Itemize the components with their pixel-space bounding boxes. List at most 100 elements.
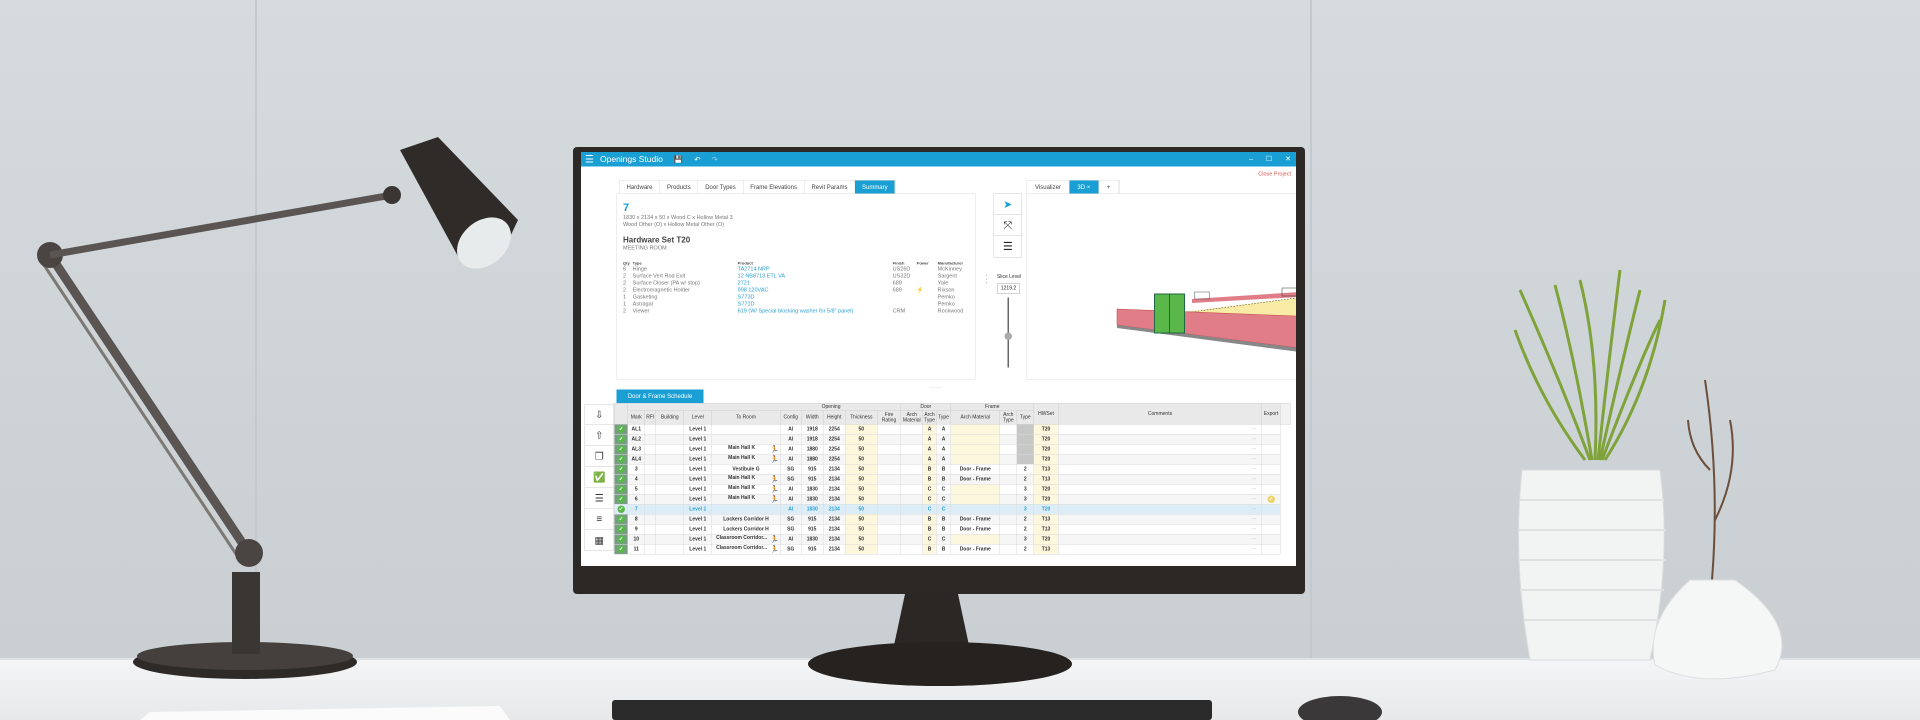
schedule-row[interactable]: ✓ 3 Level 1 Vestibule G SG 915 2134 50 B B Door - … [614,464,1290,475]
cell-rfi[interactable] [644,424,656,435]
cell-width[interactable]: 1830 [801,534,824,545]
tab-frame-elevations[interactable]: Frame Elevations [743,180,805,194]
cell-to-room[interactable]: Classroom Corridor... 🏃 [711,544,781,555]
cell-status[interactable]: ✓ [614,444,628,455]
cell-frame-arch-type[interactable] [999,494,1017,505]
cell-fire-rating[interactable] [877,474,901,485]
cell-to-room[interactable]: Main Hall K 🏃 [711,474,781,485]
cell-width[interactable]: 1830 [801,494,824,505]
cell-door-type[interactable]: B [936,514,951,525]
cell-width[interactable]: 915 [801,474,824,485]
cell-door-arch-material[interactable] [900,504,923,515]
cell-mark[interactable]: 11 [627,544,645,555]
cell-door-arch-material[interactable] [900,454,923,465]
cell-level[interactable]: Level 1 [683,504,712,515]
cell-export[interactable] [1261,434,1281,445]
cell-rfi[interactable] [644,484,656,495]
cell-width[interactable]: 1918 [801,424,824,435]
cell-hwset[interactable]: T20 [1033,424,1059,435]
cell-frame-type[interactable]: 2 [1016,464,1034,475]
tab-hardware[interactable]: Hardware [619,180,661,194]
cell-mark[interactable]: AL4 [627,454,645,465]
col-building[interactable]: Building [655,410,684,425]
cell-frame-arch-material[interactable]: Door - Frame [950,464,1000,475]
import-icon[interactable]: ⇩ [584,404,614,425]
more-icon[interactable]: ··· [1251,466,1257,473]
cell-building[interactable] [655,544,684,555]
cell-frame-type[interactable] [1016,424,1034,435]
cell-frame-arch-type[interactable] [999,434,1017,445]
select-cursor-icon[interactable]: ➤ [994,194,1022,215]
cell-frame-type[interactable]: 3 [1016,484,1034,495]
cell-status[interactable]: ✓ [614,434,628,445]
cell-frame-arch-type[interactable] [999,524,1017,535]
cell-fire-rating[interactable] [877,504,901,515]
cell-height[interactable]: 2254 [823,454,846,465]
col-door-arch-material[interactable]: Arch Material [900,410,923,425]
cell-export[interactable] [1261,514,1281,525]
cell-building[interactable] [655,504,684,515]
cell-fire-rating[interactable] [877,514,901,525]
schedule-row[interactable]: ✓ AL3 Level 1 Main Hall K 🏃 Al 1880 2254 50 A A T20… [614,444,1290,455]
filter-icon[interactable]: ≡ [584,509,614,530]
cell-width[interactable]: 1880 [801,454,824,465]
cell-door-arch-type[interactable]: B [922,514,937,525]
cell-status[interactable]: ✓ [614,544,628,555]
add-tab-button[interactable]: + [1099,180,1119,194]
cell-frame-arch-material[interactable]: Door - Frame [950,544,1000,555]
more-icon[interactable]: ··· [1251,496,1257,503]
cell-to-room[interactable] [711,424,781,435]
cell-status[interactable]: ✓ [614,424,628,435]
cell-rfi[interactable] [644,534,656,545]
cell-door-arch-material[interactable] [900,434,923,445]
cell-comments[interactable]: ··· [1058,444,1262,455]
panel-splitter[interactable]: ··· [931,383,943,391]
cell-thickness[interactable]: 50 [845,514,878,525]
cell-level[interactable]: Level 1 [683,544,712,555]
cell-mark[interactable]: 4 [627,474,645,485]
cell-building[interactable] [655,534,684,545]
cell-building[interactable] [655,484,684,495]
vertical-scrollbar[interactable] [1280,403,1291,425]
cell-export[interactable] [1261,424,1281,435]
tab-door-types[interactable]: Door Types [698,180,744,194]
col-to-room[interactable]: To Room [711,410,781,425]
cell-height[interactable]: 2254 [823,424,846,435]
schedule-row[interactable]: ✓ 7 Level 1 Al 1830 2134 50 C C 3 T20 ··· [614,504,1290,515]
cell-to-room[interactable]: Vestibule G [711,464,781,475]
cell-frame-arch-type[interactable] [999,454,1017,465]
cell-mark[interactable]: 5 [627,484,645,495]
cell-rfi[interactable] [644,454,656,465]
cell-frame-type[interactable]: 3 [1016,504,1034,515]
cell-comments[interactable]: ··· [1058,424,1262,435]
cell-hwset[interactable]: T13 [1033,514,1059,525]
cell-mark[interactable]: 3 [627,464,645,475]
cell-fire-rating[interactable] [877,444,901,455]
schedule-row[interactable]: ✓ 8 Level 1 Lockers Corridor H SG 915 2134 50 B B… [614,514,1290,525]
cell-frame-arch-material[interactable] [950,424,1000,435]
cell-thickness[interactable]: 50 [845,534,878,545]
cell-height[interactable]: 2134 [823,504,846,515]
col-door-type[interactable]: Type [936,410,951,425]
cell-export[interactable] [1261,444,1281,455]
cell-level[interactable]: Level 1 [683,454,712,465]
cell-frame-type[interactable] [1016,454,1034,465]
cell-hwset[interactable]: T20 [1033,484,1059,495]
cell-level[interactable]: Level 1 [683,524,712,535]
hardware-product[interactable]: 619 (W/ Special blocking washer for 5/8"… [737,308,854,314]
cell-frame-arch-material[interactable] [950,504,1000,515]
cell-mark[interactable]: 7 [627,504,645,515]
tab-door-frame-schedule[interactable]: Door & Frame Schedule [616,389,704,403]
cell-frame-arch-material[interactable]: Door - Frame [950,474,1000,485]
cell-width[interactable]: 1918 [801,434,824,445]
cell-frame-type[interactable]: 3 [1016,494,1034,505]
cell-thickness[interactable]: 50 [845,474,878,485]
schedule-row[interactable]: ✓ AL1 Level 1 Al 1918 2254 50 A A T20 ··· [614,424,1290,435]
cell-hwset[interactable]: T20 [1033,504,1059,515]
cell-door-arch-material[interactable] [900,464,923,475]
3d-visualizer[interactable] [1026,193,1296,380]
schedule-row[interactable]: ✓ AL2 Level 1 Al 1918 2254 50 A A T20 ··· [614,434,1290,445]
tab-visualizer[interactable]: Visualizer [1027,180,1070,194]
cell-door-type[interactable]: B [936,544,951,555]
cell-mark[interactable]: 9 [627,524,645,535]
